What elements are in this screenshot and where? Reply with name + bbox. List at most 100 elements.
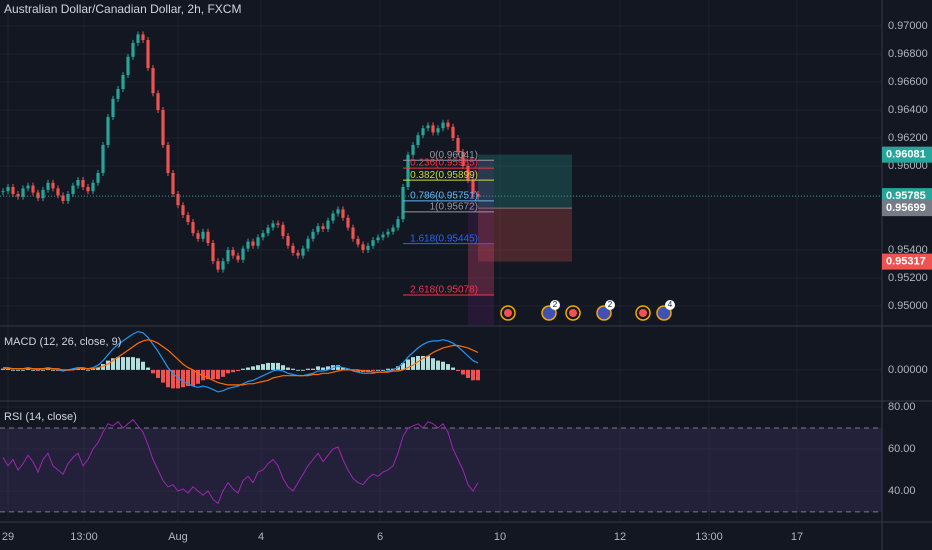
macd-histogram-bar [431, 358, 435, 370]
macd-histogram-bar [121, 357, 125, 370]
macd-histogram-bar [161, 369, 165, 383]
macd-histogram-bar [221, 369, 225, 377]
macd-histogram-bar [131, 357, 135, 370]
y-tick-label: 0.96600 [888, 76, 928, 88]
event-count-badge [605, 300, 615, 310]
price-badge [882, 253, 932, 270]
y-tick-label: 0.97000 [888, 20, 928, 32]
macd-histogram-bar [471, 369, 475, 381]
macd-histogram-bar [411, 357, 415, 370]
macd-histogram-bar [436, 360, 440, 370]
macd-histogram-bar [181, 369, 185, 388]
macd-histogram-bar [461, 369, 465, 375]
macd-histogram-bar [356, 369, 360, 373]
macd-histogram-bar [401, 362, 405, 370]
macd-histogram-bar [306, 368, 310, 370]
macd-histogram-bar [466, 369, 470, 378]
event-icon[interactable] [541, 305, 557, 321]
y-tick-label: 0.96200 [888, 132, 928, 144]
macd-histogram-bar [151, 369, 155, 374]
event-flag [639, 309, 647, 317]
x-tick-label: 6 [377, 531, 383, 543]
macd-histogram-bar [286, 367, 290, 370]
macd-histogram-bar [86, 369, 90, 371]
profit-zone [478, 154, 572, 209]
event-count: 2 [553, 300, 558, 309]
macd-histogram-bar [456, 369, 460, 372]
macd-histogram-bar [281, 365, 285, 370]
macd-histogram-bar [291, 368, 295, 370]
macd-histogram-bar [386, 368, 390, 370]
macd-histogram-bar [146, 367, 150, 370]
macd-histogram-bar [311, 368, 315, 370]
macd-histogram-bar [191, 369, 195, 387]
price-badge [882, 200, 932, 217]
fib-label: 0(0.96041) [430, 150, 478, 161]
y-tick-label: 0.00000 [888, 364, 928, 376]
macd-histogram-bar [266, 362, 270, 370]
x-tick-label: 13:00 [695, 531, 723, 543]
price-badge-label: 0.96081 [886, 149, 926, 161]
macd-histogram-bar [51, 369, 55, 371]
macd-histogram-bar [226, 369, 230, 374]
macd-histogram-bar [416, 355, 420, 370]
macd-histogram-bar [296, 369, 300, 371]
signal-line [3, 339, 479, 386]
macd-histogram-bar [96, 367, 100, 370]
macd-histogram-bar [11, 369, 15, 371]
x-tick-label: Aug [168, 531, 188, 543]
macd-label: MACD (12, 26, close, 9) [4, 336, 121, 348]
event-count: 4 [668, 300, 673, 309]
price-badge [882, 146, 932, 163]
macd-histogram-bar [421, 355, 425, 370]
macd-histogram-bar [441, 361, 445, 370]
macd-histogram-bar [426, 355, 430, 370]
macd-histogram-bar [301, 369, 305, 371]
events: 2 2 4 [500, 300, 675, 321]
y-tick-label: 0.95400 [888, 244, 928, 256]
x-tick-label: 4 [258, 531, 264, 543]
macd-histogram-bar [446, 364, 450, 370]
event-count: 2 [608, 300, 613, 309]
y-tick-label: 60.00 [888, 443, 916, 455]
macd-histogram-bar [126, 357, 130, 370]
macd-histogram-bar [321, 367, 325, 370]
event-icon[interactable] [596, 305, 612, 321]
macd-histogram-bar [186, 369, 190, 387]
y-tick-label: 0.95200 [888, 272, 928, 284]
y-tick-label: 0.96000 [888, 160, 928, 172]
macd-histogram-bar [336, 365, 340, 370]
macd-histogram-bar [376, 369, 380, 371]
event-count-badge [550, 300, 560, 310]
macd-histogram-bar [111, 358, 115, 370]
fib-label: 1(0.95672) [430, 202, 478, 213]
macd-histogram-bar [176, 369, 180, 389]
event-icon[interactable] [656, 305, 672, 321]
y-tick-label: 80.00 [888, 401, 916, 413]
macd-histogram-bar [406, 359, 410, 370]
x-tick-label: 10 [494, 531, 506, 543]
y-tick-label: 40.00 [888, 485, 916, 497]
macd-histogram-bar [271, 362, 275, 370]
macd-histogram-bar [261, 364, 265, 370]
macd-histogram-bar [276, 362, 280, 370]
macd-histogram-bar [31, 369, 35, 371]
macd-histogram-bar [371, 369, 375, 372]
event-flag [504, 309, 512, 317]
macd-histogram-bar [216, 369, 220, 380]
macd-histogram-bar [21, 369, 25, 371]
loss-zone [478, 208, 572, 262]
macd-histogram-bar [326, 366, 330, 370]
fib-label: 2.618(0.95078) [410, 285, 478, 296]
event-flag [569, 309, 577, 317]
macd-histogram-bar [236, 369, 240, 372]
x-tick-label: 29 [2, 531, 14, 543]
macd-histogram-bar [166, 369, 170, 388]
price-badge [882, 188, 932, 205]
macd-histogram-bar [106, 360, 110, 370]
fib-label: 0.382(0.95899) [410, 170, 478, 181]
fib-extension-zone-red [468, 243, 494, 296]
y-tick-label: 0.96400 [888, 104, 928, 116]
macd-histogram-bar [16, 369, 20, 371]
